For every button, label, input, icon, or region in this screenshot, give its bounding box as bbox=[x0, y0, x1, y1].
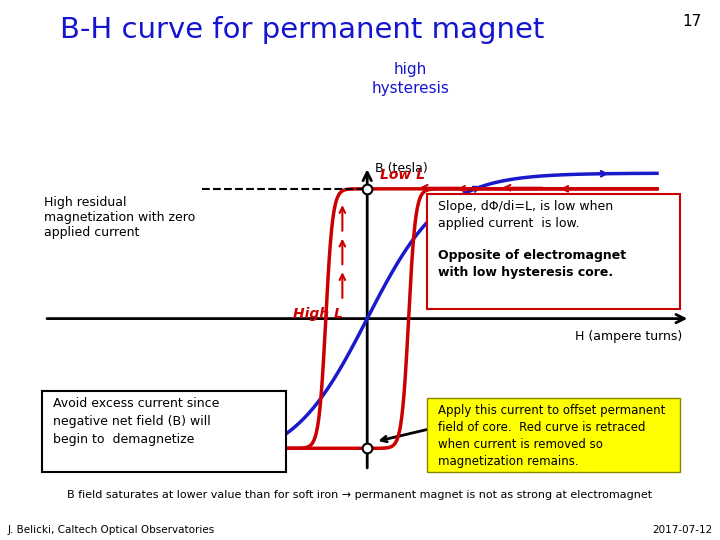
FancyBboxPatch shape bbox=[42, 392, 287, 472]
Text: high
hysteresis: high hysteresis bbox=[372, 62, 449, 96]
Text: 2017-07-12: 2017-07-12 bbox=[652, 524, 713, 535]
Text: High residual
magnetization with zero
applied current: High residual magnetization with zero ap… bbox=[45, 195, 196, 239]
Text: Slope, dΦ/di=L, is low when
applied current  is low.: Slope, dΦ/di=L, is low when applied curr… bbox=[438, 200, 613, 230]
Text: H (ampere turns): H (ampere turns) bbox=[575, 330, 682, 343]
Text: B field saturates at lower value than for soft iron → permanent magnet is not as: B field saturates at lower value than fo… bbox=[68, 489, 652, 500]
Text: High L: High L bbox=[293, 307, 343, 321]
Text: J. Belicki, Caltech Optical Observatories: J. Belicki, Caltech Optical Observatorie… bbox=[7, 524, 215, 535]
FancyBboxPatch shape bbox=[427, 194, 680, 308]
Text: Avoid excess current since
negative net field (B) will
begin to  demagnetize: Avoid excess current since negative net … bbox=[53, 397, 219, 446]
Text: Apply this current to offset permanent
field of core.  Red curve is retraced
whe: Apply this current to offset permanent f… bbox=[438, 403, 665, 468]
Text: B-H curve for permanent magnet: B-H curve for permanent magnet bbox=[60, 16, 544, 44]
Text: 17: 17 bbox=[683, 14, 702, 29]
Text: Low L: Low L bbox=[379, 168, 425, 182]
FancyBboxPatch shape bbox=[427, 398, 680, 472]
Text: B (tesla): B (tesla) bbox=[376, 162, 428, 175]
Text: Opposite of electromagnet
with low hysteresis core.: Opposite of electromagnet with low hyste… bbox=[438, 249, 626, 279]
